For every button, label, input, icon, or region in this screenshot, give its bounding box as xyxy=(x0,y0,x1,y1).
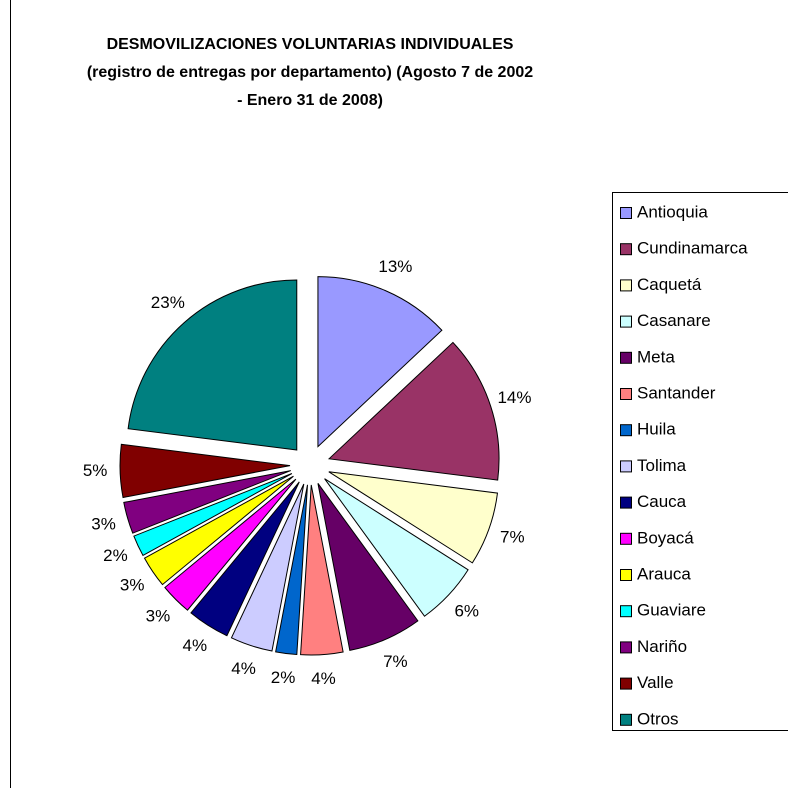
legend-label: Guaviare xyxy=(637,601,706,620)
legend-swatch xyxy=(620,677,632,690)
legend-label: Casanare xyxy=(637,311,711,330)
pie-slice xyxy=(328,471,499,564)
data-label: 3% xyxy=(91,514,116,533)
legend-swatch xyxy=(620,388,632,400)
legend-label: Huila xyxy=(637,420,676,439)
legend-swatch xyxy=(620,243,632,256)
legend-label: Otros xyxy=(637,709,679,728)
legend-label: Santander xyxy=(637,383,716,402)
legend-label: Nariño xyxy=(637,637,687,656)
legend-swatch xyxy=(620,207,632,219)
pie-slice xyxy=(327,341,500,481)
legend-swatch xyxy=(620,605,632,618)
legend-label: Caquetá xyxy=(637,275,702,294)
data-label: 2% xyxy=(103,546,128,565)
legend-swatch xyxy=(620,424,632,437)
legend-label: Meta xyxy=(637,347,675,366)
legend-label: Valle xyxy=(637,673,674,692)
pie-slice xyxy=(317,483,419,651)
legend-label: Boyacá xyxy=(637,528,694,547)
legend-label: Antioquia xyxy=(637,202,708,221)
legend-swatch xyxy=(620,569,632,581)
pie-slice xyxy=(127,279,298,451)
legend-swatch xyxy=(620,460,632,473)
legend-label: Tolima xyxy=(637,456,687,475)
data-label: 3% xyxy=(146,607,171,626)
data-label: 3% xyxy=(120,575,145,594)
pie-slice xyxy=(324,478,469,617)
data-label: 6% xyxy=(454,602,479,621)
pie-slice xyxy=(317,276,443,448)
data-label: 5% xyxy=(83,461,108,480)
data-label: 4% xyxy=(311,669,336,688)
legend-swatch xyxy=(620,279,632,292)
legend-label: Arauca xyxy=(637,564,691,583)
data-label: 2% xyxy=(271,668,296,687)
legend-swatch xyxy=(620,315,632,328)
chart-title: DESMOVILIZACIONES VOLUNTARIAS INDIVIDUAL… xyxy=(107,36,514,53)
chart-title: (registro de entregas por departamento) … xyxy=(87,64,533,81)
legend-box xyxy=(612,192,788,731)
data-label: 4% xyxy=(231,659,256,678)
pie-slice xyxy=(133,473,293,557)
data-label: 4% xyxy=(183,636,208,655)
pie-slice xyxy=(164,478,297,611)
legend-swatch xyxy=(620,713,632,726)
pie-slice xyxy=(119,443,291,499)
pie-slice xyxy=(300,484,344,656)
data-label: 13% xyxy=(378,257,412,276)
legend-swatch xyxy=(620,496,632,509)
legend-swatch xyxy=(620,641,632,654)
legend-label: Cundinamarca xyxy=(637,239,748,258)
pie-slice xyxy=(123,470,291,534)
pie-slice xyxy=(190,481,300,637)
legend-label: Cauca xyxy=(637,492,687,511)
data-label: 7% xyxy=(383,652,408,671)
legend-swatch xyxy=(620,351,632,364)
pie-slice xyxy=(275,484,308,656)
legend-swatch xyxy=(620,532,632,545)
data-label: 14% xyxy=(497,388,531,407)
data-label: 23% xyxy=(151,293,185,312)
chart-title: - Enero 31 de 2008) xyxy=(237,92,383,109)
data-label: 7% xyxy=(500,527,525,546)
pie-slice xyxy=(143,475,294,586)
pie-slice xyxy=(230,483,305,652)
